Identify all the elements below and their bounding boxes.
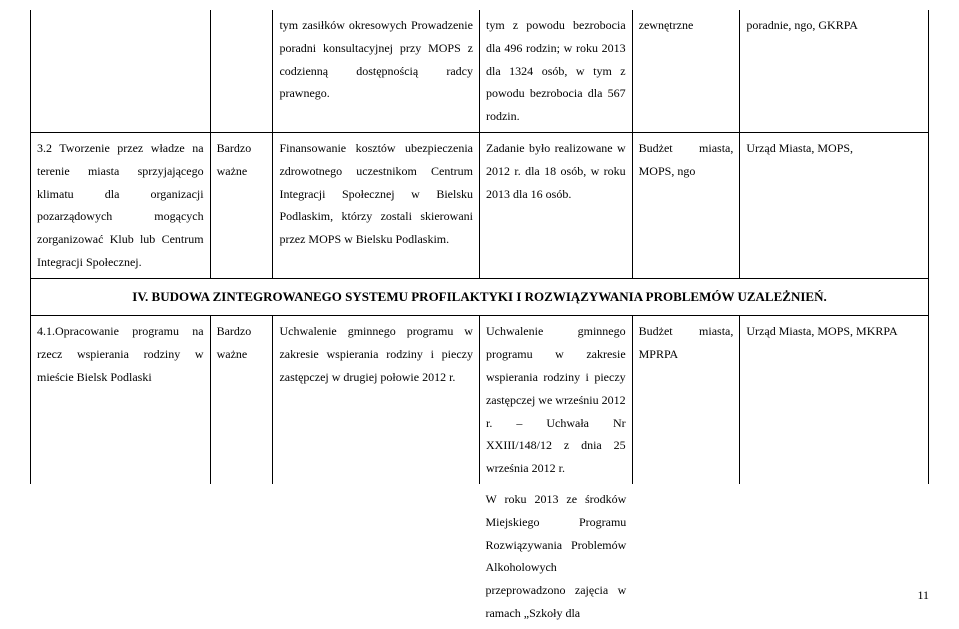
cell: Finansowanie kosztów ubezpieczenia zdrow… [273, 132, 480, 278]
cell: Uchwalenie gminnego programu w zakresie … [273, 316, 480, 484]
cell: tym z powodu bezrobocia dla 496 rodzin; … [479, 10, 632, 132]
cell [31, 10, 211, 132]
cell: Bardzo ważne [210, 316, 273, 484]
section-header-row: IV. BUDOWA ZINTEGROWANEGO SYSTEMU PROFIL… [31, 278, 929, 316]
cell: Urząd Miasta, MOPS, [740, 132, 929, 278]
main-table: tym zasiłków okresowych Prowadzenie pora… [30, 10, 929, 484]
page-number: 11 [917, 588, 929, 603]
cell: Bardzo ważne [210, 132, 273, 278]
table-row: W roku 2013 ze środków Miejskiego Progra… [30, 484, 929, 629]
cell: 3.2 Tworzenie przez władze na terenie mi… [31, 132, 211, 278]
cell: Zadanie było realizowane w 2012 r. dla 1… [479, 132, 632, 278]
cell: poradnie, ngo, GKRPA [740, 10, 929, 132]
cell: zewnętrzne [632, 10, 740, 132]
cell: tym zasiłków okresowych Prowadzenie pora… [273, 10, 480, 132]
cell-empty [740, 484, 929, 629]
table-row: tym zasiłków okresowych Prowadzenie pora… [31, 10, 929, 132]
table-row: 3.2 Tworzenie przez władze na terenie mi… [31, 132, 929, 278]
table-row: 4.1.Opracowanie programu na rzecz wspier… [31, 316, 929, 484]
cell: Budżet miasta, MPRPA [632, 316, 740, 484]
cell-empty [30, 484, 210, 629]
cell: Urząd Miasta, MOPS, MKRPA [740, 316, 929, 484]
cell-empty [632, 484, 740, 629]
section-header: IV. BUDOWA ZINTEGROWANEGO SYSTEMU PROFIL… [31, 278, 929, 316]
cell-empty [273, 484, 480, 629]
page: tym zasiłków okresowych Prowadzenie pora… [0, 0, 959, 611]
cell: Budżet miasta, MOPS, ngo [632, 132, 740, 278]
cell: 4.1.Opracowanie programu na rzecz wspier… [31, 316, 211, 484]
continuation-text: W roku 2013 ze środków Miejskiego Progra… [479, 484, 632, 629]
cell: Uchwalenie gminnego programu w zakresie … [479, 316, 632, 484]
cell [210, 10, 273, 132]
cell-empty [210, 484, 273, 629]
continuation-block: W roku 2013 ze środków Miejskiego Progra… [30, 484, 929, 629]
